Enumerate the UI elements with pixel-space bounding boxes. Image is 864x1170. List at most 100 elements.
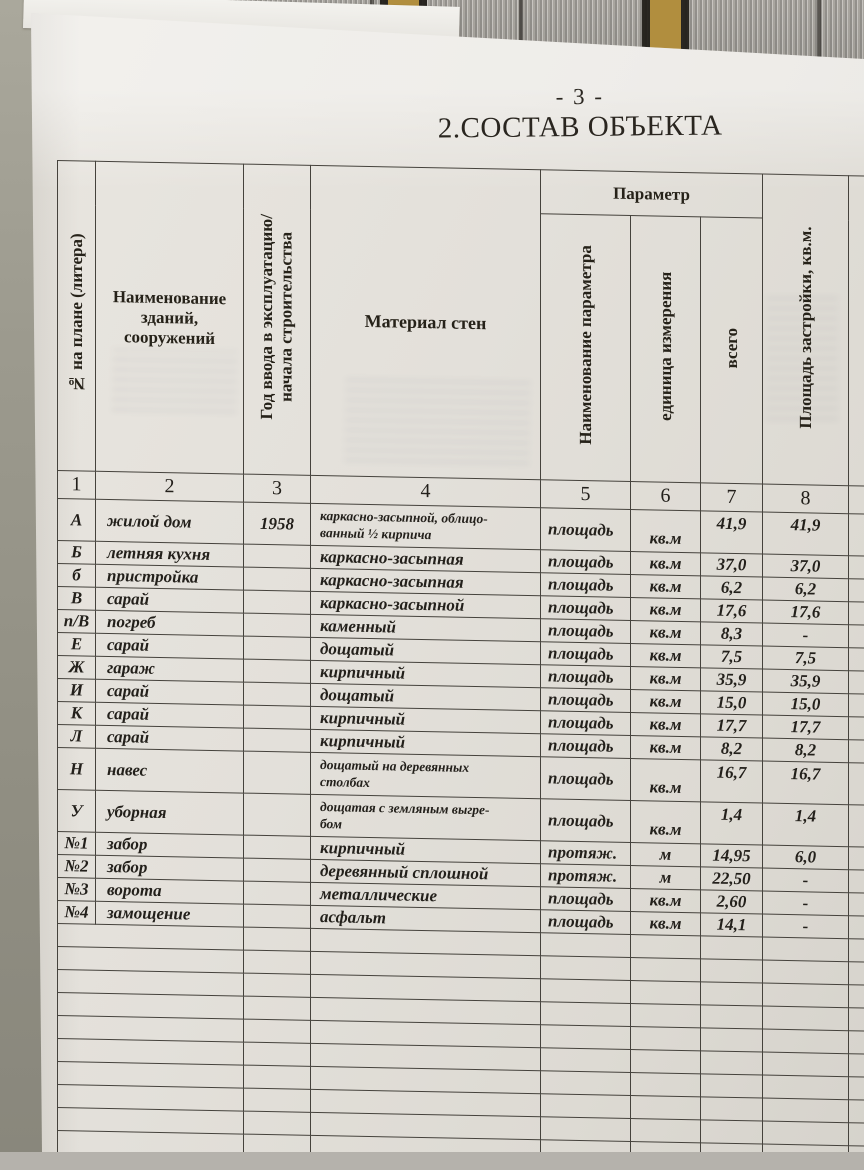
cell-unit: кв.м: [631, 621, 701, 645]
cell-year: [244, 835, 311, 859]
cell-extra: [849, 870, 864, 894]
cell-total: 35,9: [701, 668, 763, 692]
cell-name: замощение: [96, 901, 244, 927]
cell-extra: [849, 602, 864, 626]
cell-name: сарай: [96, 702, 244, 728]
cell-name: уборная: [96, 790, 244, 835]
cell-total: 1,4: [701, 802, 763, 845]
cell-year: [244, 751, 311, 794]
cell-extra: [849, 514, 864, 557]
header-parameter-group: Параметр: [541, 170, 763, 218]
header-year: Год ввода в эксплуатацию/ начала строите…: [244, 164, 311, 475]
cell-total: 22,50: [701, 867, 763, 891]
cell-total: 17,6: [701, 599, 763, 623]
cell-litera: №3: [58, 878, 96, 902]
cell-area: 6,0: [763, 845, 849, 870]
cell-year: [244, 682, 311, 706]
cell-unit: кв.м: [631, 736, 701, 760]
cell-parameter: площадь: [541, 711, 631, 736]
cell-total: 17,7: [701, 714, 763, 738]
cell-extra: [849, 671, 864, 695]
cell-unit: кв.м: [631, 690, 701, 714]
cell-name: сарай: [96, 725, 244, 751]
cell-name: гараж: [96, 656, 244, 682]
composition-table-wrap: № на плане (литера) Наименование зданий,…: [57, 160, 864, 1170]
cell-year: [244, 705, 311, 729]
cell-parameter: площадь: [541, 688, 631, 713]
cell-litera: №4: [58, 901, 96, 925]
cell-extra: [849, 717, 864, 741]
cell-unit: кв.м: [631, 644, 701, 668]
cell-litera: Ж: [58, 656, 96, 680]
cell-name: погреб: [96, 610, 244, 636]
cell-area: 41,9: [763, 512, 849, 556]
cell-name: сарай: [96, 679, 244, 705]
cell-litera: В: [58, 587, 96, 611]
cell-name: навес: [96, 748, 244, 793]
cell-area: -: [763, 891, 849, 916]
cell-parameter: площадь: [541, 642, 631, 667]
cell-extra: [849, 916, 864, 940]
cell-year: [244, 613, 311, 637]
cell-name: пристройка: [96, 564, 244, 590]
cell-parameter: площадь: [541, 799, 631, 843]
cell-area: 7,5: [763, 646, 849, 671]
cell-area: 37,0: [763, 554, 849, 579]
cell-material: каркасно-засыпной, облицо- ванный ½ кирп…: [311, 503, 541, 549]
cell-litera: Н: [58, 748, 96, 791]
cell-area: -: [763, 623, 849, 648]
cell-unit: м: [631, 866, 701, 890]
cell-area: 1,4: [763, 803, 849, 847]
cell-name: сарай: [96, 633, 244, 659]
header-litera: № на плане (литера): [58, 161, 96, 472]
cell-litera: И: [58, 679, 96, 703]
cell-year: [244, 544, 311, 568]
cell-unit: кв.м: [631, 713, 701, 737]
cell-extra: [849, 893, 864, 917]
header-name: Наименование зданий, сооружений: [96, 161, 244, 474]
table-body: А жилой дом 1958 каркасно-засыпной, обли…: [58, 499, 864, 1170]
cell-parameter: площадь: [541, 550, 631, 575]
cell-extra: [849, 648, 864, 672]
cell-area: 17,7: [763, 715, 849, 740]
cell-parameter: площадь: [541, 910, 631, 935]
cell-year: [244, 858, 311, 882]
cell-material: дощатая с земляным выгре- бом: [311, 794, 541, 840]
cell-total: 2,60: [701, 890, 763, 914]
column-number: 2: [96, 471, 244, 502]
cell-unit: кв.м: [631, 510, 701, 553]
cell-extra: [849, 625, 864, 649]
cell-total: 15,0: [701, 691, 763, 715]
cell-material: дощатый на деревянных столбах: [311, 752, 541, 798]
cell-year: [244, 881, 311, 905]
column-number-extra: [849, 486, 864, 515]
cell-total: 14,1: [701, 913, 763, 937]
cell-unit: кв.м: [631, 889, 701, 913]
cell-litera: К: [58, 702, 96, 726]
cell-year: [244, 728, 311, 752]
cell-litera: б: [58, 564, 96, 588]
cell-litera: п/В: [58, 610, 96, 634]
cell-area: 15,0: [763, 692, 849, 717]
composition-table: № на плане (литера) Наименование зданий,…: [57, 160, 864, 1170]
cell-year: [244, 636, 311, 660]
header-parameter-name: Наименование параметра: [541, 214, 631, 482]
cell-unit: кв.м: [631, 667, 701, 691]
column-number: 6: [631, 482, 701, 511]
header-unit: единица измерения: [631, 216, 701, 483]
cell-total: 14,95: [701, 844, 763, 868]
cell-unit: кв.м: [631, 801, 701, 844]
cell-parameter: площадь: [541, 619, 631, 644]
cell-area: -: [763, 914, 849, 939]
cell-year: [244, 904, 311, 928]
cell-extra: [849, 805, 864, 848]
cell-total: 6,2: [701, 576, 763, 600]
cell-area: 17,6: [763, 600, 849, 625]
cell-name: жилой дом: [96, 499, 244, 544]
cell-unit: м: [631, 843, 701, 867]
header-material: Материал стен: [311, 165, 541, 479]
cell-litera: У: [58, 790, 96, 833]
cell-total: 8,3: [701, 622, 763, 646]
page-header: - 3 - 2.СОСТАВ ОБЪЕКТА: [420, 82, 741, 145]
